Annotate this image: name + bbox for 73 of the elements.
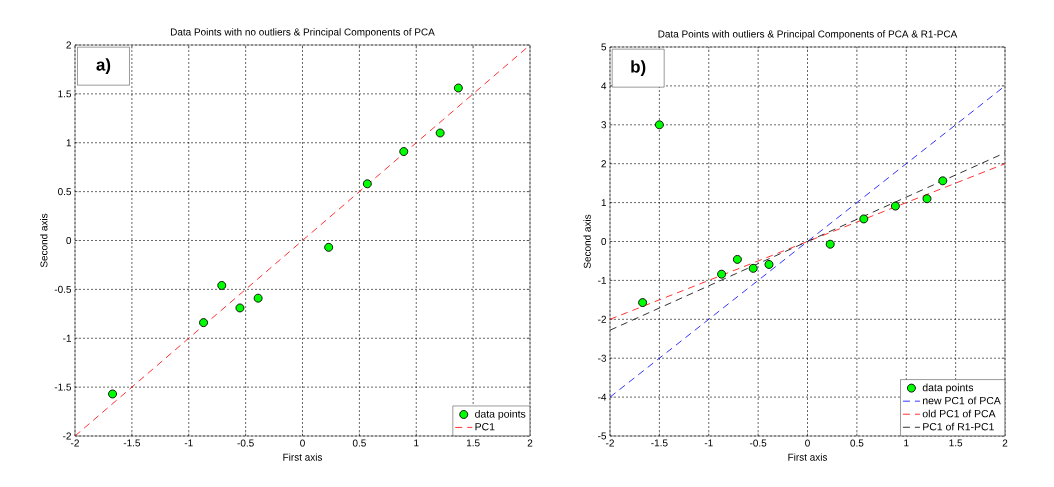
y-tick-label: -1 [598,276,607,284]
y-axis-title: Second axis [583,214,591,269]
point [764,260,774,269]
point [717,269,727,279]
x-tick-label: 2 [527,439,533,447]
point [825,239,835,249]
x-tick-label: 0 [805,439,810,447]
annotation: a) [96,58,111,75]
point [638,298,648,308]
legend-label: old PC1 of PCA [922,409,996,418]
y-tick-label: 0.5 [58,188,72,196]
legend-label: data points [922,383,974,394]
x-tick-label: -0.5 [749,439,767,447]
x-tick-label: 0.5 [850,439,864,447]
x-tick-label: -0.5 [237,439,254,447]
y-tick-label: -3 [598,354,607,362]
legend-label: PC1 [475,423,495,431]
point [217,281,227,290]
point [324,242,334,252]
point [199,318,208,328]
x-tick-label: 0.5 [352,439,366,447]
point [748,263,758,273]
legend-label: PC1 of R1-PC1 [923,422,994,431]
legend-label: data points [475,409,526,420]
point [362,179,372,189]
x-tick-label: 1 [414,439,419,447]
x-tick-label: 1 [904,439,909,447]
y-tick-label: 1 [66,139,71,147]
x-tick-label: -1 [184,439,193,447]
chart-title: Data Points with outliers & Principal Components of PCA & R1-PCA [658,30,958,40]
x-tick-label: 0 [300,439,305,447]
x-tick-label: -2 [71,439,79,447]
chart-title: Data Points with no outliers & Principal Components of PCA [170,28,435,38]
point [453,83,463,93]
point [108,389,117,399]
y-tick-label: 2 [601,160,606,168]
point [938,176,948,186]
y-tick-label: -1 [63,334,71,342]
y-tick-label: 2 [66,41,71,49]
y-tick-label: 1 [601,199,607,207]
x-tick-label: -1.5 [123,439,141,447]
legend-label: new PC1 of PCA [923,396,1001,405]
x-tick-label: -1 [704,439,713,447]
point [654,120,664,130]
x-axis-title: First axis [788,453,828,461]
x-axis-title: First axis [283,453,323,461]
point [253,293,263,303]
annotation: b) [631,60,646,77]
y-tick-label: -2 [63,432,71,440]
point [435,128,445,138]
x-tick-label: -1.5 [651,439,668,447]
y-tick-label: -2 [598,315,606,323]
point [922,194,932,204]
point [235,303,245,313]
y-tick-label: 1.5 [58,90,72,98]
y-tick-label: 3 [601,121,607,129]
x-tick-label: 1.5 [466,439,480,447]
y-tick-label: -1.5 [54,383,72,391]
point [890,201,900,211]
y-tick-label: -4 [598,393,607,401]
x-tick-label: 2 [1002,439,1008,447]
point [859,214,869,224]
y-tick-label: 5 [601,43,607,51]
y-axis-title: Second axis [40,213,48,268]
point [399,147,409,156]
y-tick-label: -5 [598,432,607,440]
x-tick-label: -2 [606,439,614,447]
y-tick-label: -0.5 [54,285,72,293]
y-tick-label: 0 [601,237,607,246]
point [732,254,742,264]
x-tick-label: 1.5 [949,439,963,447]
y-tick-label: 4 [601,82,607,90]
y-tick-label: 0 [66,236,72,245]
